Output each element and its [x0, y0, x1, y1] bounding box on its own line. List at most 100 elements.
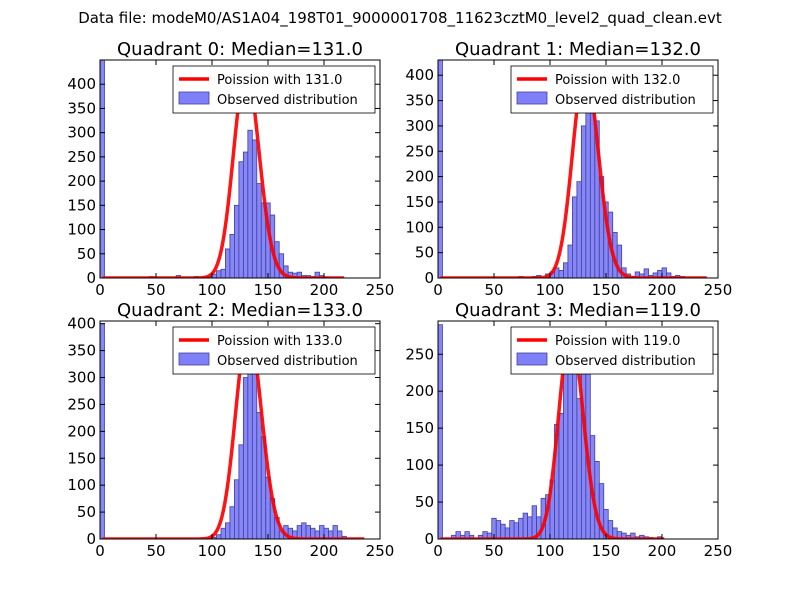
histogram-bar — [500, 523, 506, 539]
x-tick-label: 150 — [592, 281, 621, 299]
x-tick-label: 200 — [648, 281, 677, 299]
y-tick-label: 300 — [67, 369, 96, 387]
x-tick-label: 0 — [433, 542, 443, 560]
histogram-bar — [558, 412, 564, 539]
histogram-bar — [229, 233, 235, 278]
histogram-bar — [438, 60, 443, 278]
y-tick-label: 50 — [415, 244, 434, 262]
y-tick-label: 100 — [67, 476, 96, 494]
x-tick-label: 200 — [310, 542, 339, 560]
y-tick-label: 350 — [405, 92, 434, 110]
legend-box — [510, 326, 714, 375]
histogram-bar — [225, 522, 231, 539]
histogram-bar — [576, 398, 582, 539]
y-tick-label: 200 — [67, 422, 96, 440]
histogram-bar — [585, 87, 591, 278]
histogram-bar — [527, 516, 533, 539]
histogram-bar — [468, 534, 475, 539]
y-tick-label: 300 — [405, 117, 434, 135]
histogram-bar — [233, 204, 240, 278]
panels: 0 50 100 150 200 250 0 50 100 150 200 250 300 350 400 Q… — [67, 39, 732, 560]
histogram-bar — [563, 262, 569, 278]
chart-panel-1: 0 50 100 150 200 250 0 50 100 150 200 250 300 350 400 Q… — [405, 39, 732, 299]
x-tick-label: 50 — [146, 281, 165, 299]
x-tick-label: 100 — [536, 281, 565, 299]
legend-label: Observed distribution — [217, 354, 358, 369]
histogram-bar — [242, 151, 249, 278]
legend-label: Poission with 133.0 — [217, 334, 342, 349]
panel-title: Quadrant 3: Median=119.0 — [455, 300, 701, 321]
y-tick-label: 100 — [405, 218, 434, 236]
histogram-bar — [522, 512, 528, 539]
histogram-bar — [332, 525, 338, 539]
x-tick-label: 250 — [366, 281, 395, 299]
y-tick-label: 50 — [415, 493, 434, 511]
y-tick-label: 200 — [405, 382, 434, 400]
plot-area — [438, 324, 666, 539]
y-tick-label: 100 — [405, 456, 434, 474]
axes-frame — [99, 59, 381, 279]
histogram-bar — [301, 522, 307, 539]
legend-label: Observed distribution — [217, 93, 358, 108]
chart-panel-0: 0 50 100 150 200 250 0 50 100 150 200 250 300 350 400 Q… — [67, 39, 394, 299]
histogram-bar — [558, 269, 564, 278]
histogram-bar — [643, 268, 649, 278]
histogram-bar — [495, 520, 502, 539]
histogram-bar — [509, 520, 515, 539]
histogram-bar — [594, 461, 600, 539]
y-tick-label: 0 — [86, 530, 96, 548]
x-tick-label: 250 — [704, 281, 733, 299]
y-tick-label: 150 — [405, 193, 434, 211]
histogram-bar — [220, 268, 226, 278]
histogram-bar — [100, 60, 105, 278]
y-tick-label: 250 — [67, 395, 96, 413]
x-tick-label: 200 — [648, 542, 677, 560]
plot-area — [100, 323, 366, 539]
x-tick-label: 100 — [198, 281, 227, 299]
x-tick-label: 0 — [95, 281, 105, 299]
panel-title: Quadrant 1: Median=132.0 — [455, 39, 701, 60]
legend-label: Poission with 132.0 — [555, 73, 680, 88]
histogram-bar — [216, 534, 222, 539]
x-tick-label: 150 — [254, 281, 283, 299]
histogram-bar — [229, 506, 235, 539]
x-tick-label: 100 — [536, 542, 565, 560]
figure-title: Data file: modeM0/AS1A04_198T01_90000017… — [78, 9, 722, 28]
histogram-bar — [319, 525, 325, 539]
y-tick-label: 400 — [67, 75, 96, 93]
histogram-bar — [580, 125, 587, 278]
legend-label: Poission with 119.0 — [555, 334, 680, 349]
histogram-bar — [251, 139, 258, 278]
legend-box — [172, 65, 376, 114]
histogram-bar — [438, 324, 443, 539]
histogram-bar — [518, 517, 524, 539]
chart-panel-2: 0 50 100 150 200 250 0 50 100 150 200 250 300 350 400 Q… — [67, 300, 394, 560]
histogram-bar — [666, 272, 672, 278]
histogram-bar — [256, 412, 262, 539]
legend-box — [510, 65, 714, 114]
legend: Poission with 133.0 Observed distribution — [172, 326, 376, 375]
y-tick-label: 100 — [67, 221, 96, 239]
histogram-bar — [589, 112, 596, 278]
y-tick-label: 150 — [405, 419, 434, 437]
y-tick-label: 250 — [67, 148, 96, 166]
y-tick-label: 350 — [67, 99, 96, 117]
legend-bar-swatch — [178, 91, 210, 105]
legend-bar-swatch — [178, 352, 210, 366]
histogram-bar — [572, 196, 578, 278]
legend-label: Observed distribution — [555, 93, 696, 108]
y-tick-label: 50 — [77, 245, 96, 263]
x-tick-label: 200 — [310, 281, 339, 299]
histogram-bar — [314, 271, 320, 278]
histogram-bar — [216, 270, 222, 278]
legend-label: Observed distribution — [555, 354, 696, 369]
histogram-bar — [225, 248, 231, 278]
x-tick-label: 0 — [433, 281, 443, 299]
x-tick-label: 0 — [95, 542, 105, 560]
y-tick-label: 150 — [67, 449, 96, 467]
y-tick-label: 0 — [424, 530, 434, 548]
histogram-bar — [220, 527, 226, 539]
legend: Poission with 131.0 Observed distribution — [172, 65, 376, 114]
y-tick-label: 200 — [405, 168, 434, 186]
